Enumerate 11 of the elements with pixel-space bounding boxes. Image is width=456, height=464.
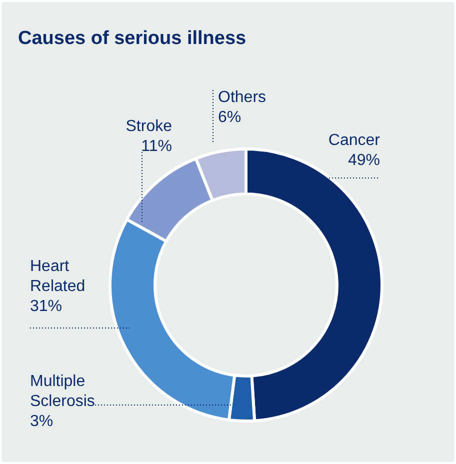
slice-label: Heart Related: [30, 258, 86, 295]
chart-title: Causes of serious illness: [18, 28, 246, 49]
data-label: 31%: [30, 298, 62, 315]
data-label: 11%: [141, 138, 172, 155]
slice-label: Stroke: [126, 118, 172, 135]
data-label: 49%: [348, 152, 380, 169]
data-label: 6%: [218, 109, 242, 126]
slice-label: Others: [218, 89, 266, 106]
slice-label: Cancer: [328, 132, 381, 149]
slice-label: Multiple Sclerosis: [30, 373, 95, 410]
data-label: 3%: [30, 413, 54, 430]
